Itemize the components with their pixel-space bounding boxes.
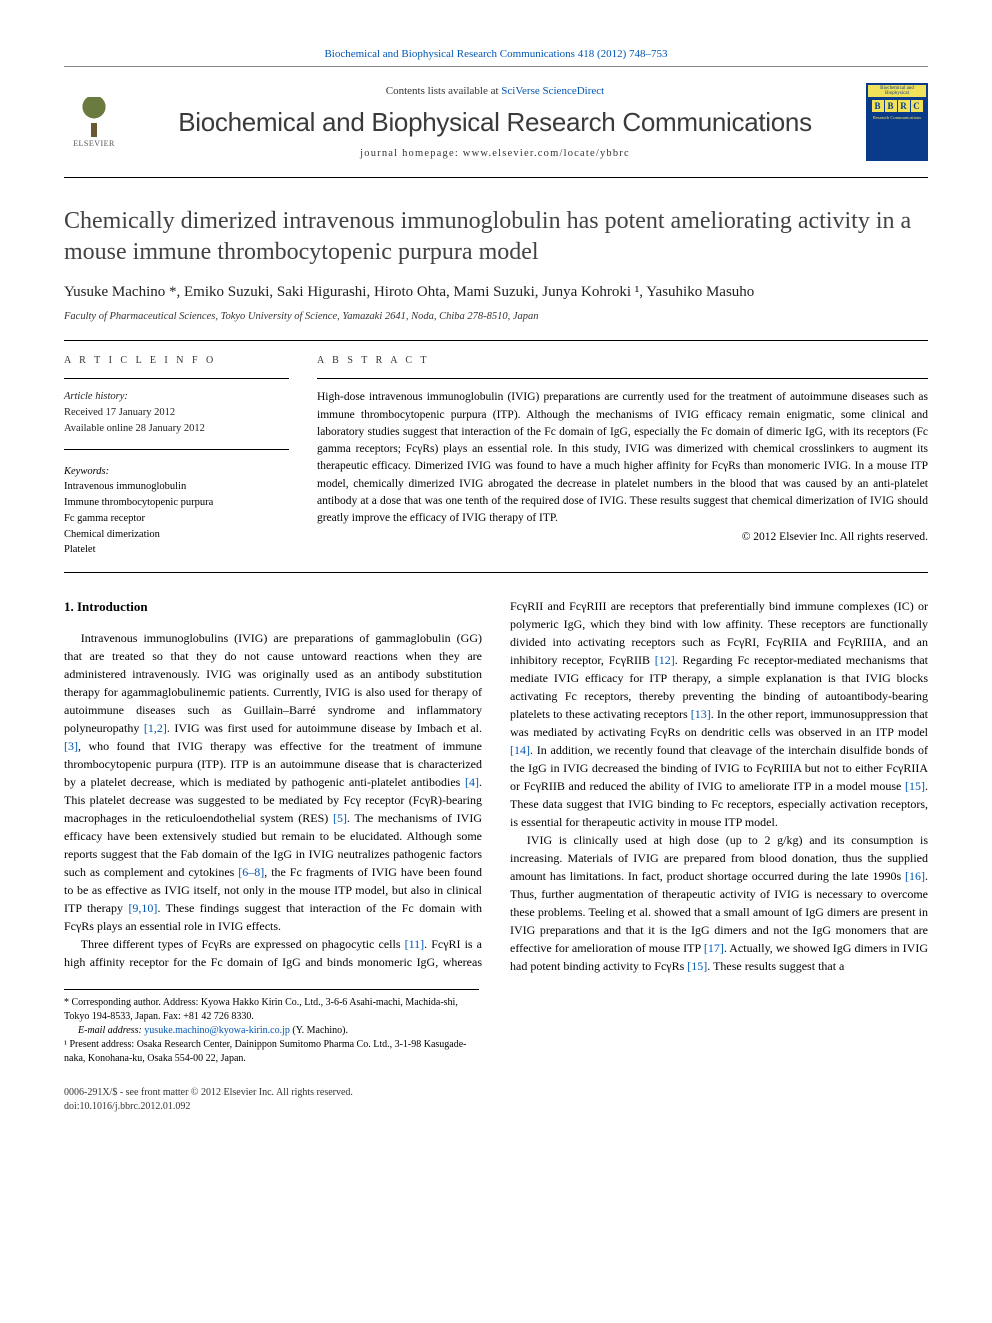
cover-letter: B	[872, 100, 884, 112]
rule-info-kw	[64, 449, 289, 450]
article-info-column: A R T I C L E I N F O Article history: R…	[64, 341, 289, 558]
cover-bottom-text: Research Communications	[873, 115, 921, 120]
ref-link[interactable]: [5]	[333, 811, 347, 825]
affiliation: Faculty of Pharmaceutical Sciences, Toky…	[64, 311, 928, 322]
body-two-column: 1. Introduction Intravenous immunoglobul…	[64, 597, 928, 975]
abstract-copyright: © 2012 Elsevier Inc. All rights reserved…	[317, 529, 928, 546]
homepage-url[interactable]: www.elsevier.com/locate/ybbrc	[463, 148, 630, 159]
journal-cover-thumb: Biochemical and Biophysical B B R C Rese…	[866, 83, 928, 161]
section-heading-intro: 1. Introduction	[64, 597, 482, 617]
ref-link[interactable]: [14]	[510, 743, 530, 757]
article-info-heading: A R T I C L E I N F O	[64, 355, 289, 366]
keyword: Platelet	[64, 542, 289, 558]
cover-letter: C	[911, 100, 923, 112]
elsevier-tree-icon	[72, 97, 116, 137]
ref-link[interactable]: [13]	[691, 707, 711, 721]
elsevier-name: ELSEVIER	[73, 139, 115, 148]
cover-top-text: Biochemical and Biophysical	[868, 85, 926, 97]
keyword: Intravenous immunoglobulin	[64, 479, 289, 495]
corresponding-author: * Corresponding author. Address: Kyowa H…	[64, 996, 479, 1024]
ref-link[interactable]: [16]	[905, 869, 925, 883]
email-label: E-mail address:	[78, 1025, 144, 1036]
cover-letter: R	[898, 100, 910, 112]
issn-line: 0006-291X/$ - see front matter © 2012 El…	[64, 1086, 928, 1100]
rule-top	[64, 66, 928, 67]
history-label: Article history:	[64, 389, 289, 405]
rule-abs-mid	[317, 378, 928, 379]
masthead: ELSEVIER Contents lists available at Sci…	[64, 77, 928, 169]
authors: Yusuke Machino *, Emiko Suzuki, Saki Hig…	[64, 284, 928, 301]
homepage-prefix: journal homepage:	[360, 148, 463, 159]
present-address: ¹ Present address: Osaka Research Center…	[64, 1038, 479, 1066]
ref-link[interactable]: [17]	[704, 941, 724, 955]
email-link[interactable]: yusuke.machino@kyowa-kirin.co.jp	[144, 1025, 290, 1036]
sciencedirect-link[interactable]: SciVerse ScienceDirect	[501, 85, 604, 97]
ref-link[interactable]: [12]	[655, 653, 675, 667]
doi-line: doi:10.1016/j.bbrc.2012.01.092	[64, 1100, 928, 1114]
rule-info-bottom	[64, 572, 928, 573]
journal-homepage: journal homepage: www.elsevier.com/locat…	[138, 148, 852, 159]
footer: 0006-291X/$ - see front matter © 2012 El…	[64, 1086, 928, 1114]
ref-link[interactable]: [6–8]	[238, 865, 264, 879]
running-header: Biochemical and Biophysical Research Com…	[64, 48, 928, 60]
ref-link[interactable]: [4]	[465, 775, 479, 789]
keyword: Immune thrombocytopenic purpura	[64, 495, 289, 511]
contents-line: Contents lists available at SciVerse Sci…	[138, 85, 852, 97]
elsevier-logo: ELSEVIER	[64, 92, 124, 152]
abstract-column: A B S T R A C T High-dose intravenous im…	[317, 341, 928, 558]
ref-link[interactable]: [15]	[687, 959, 707, 973]
ref-link[interactable]: [3]	[64, 739, 78, 753]
body-paragraph: IVIG is clinically used at high dose (up…	[510, 831, 928, 975]
email-suffix: (Y. Machino).	[290, 1025, 348, 1036]
body-paragraph: Intravenous immunoglobulins (IVIG) are p…	[64, 629, 482, 935]
journal-title: Biochemical and Biophysical Research Com…	[138, 107, 852, 138]
footnotes: * Corresponding author. Address: Kyowa H…	[64, 989, 479, 1066]
ref-link[interactable]: [9,10]	[128, 901, 157, 915]
ref-link[interactable]: [11]	[405, 937, 425, 951]
contents-prefix: Contents lists available at	[386, 85, 501, 97]
keyword: Chemical dimerization	[64, 527, 289, 543]
article-title: Chemically dimerized intravenous immunog…	[64, 206, 928, 268]
online-date: Available online 28 January 2012	[64, 421, 289, 437]
cover-letter: B	[885, 100, 897, 112]
rule-info-mid	[64, 378, 289, 379]
received-date: Received 17 January 2012	[64, 405, 289, 421]
ref-link[interactable]: [1,2]	[144, 721, 167, 735]
rule-masthead	[64, 177, 928, 178]
keywords-label: Keywords:	[64, 464, 289, 480]
keyword: Fc gamma receptor	[64, 511, 289, 527]
abstract-text: High-dose intravenous immunoglobulin (IV…	[317, 391, 928, 524]
abstract-heading: A B S T R A C T	[317, 355, 928, 366]
ref-link[interactable]: [15]	[905, 779, 925, 793]
